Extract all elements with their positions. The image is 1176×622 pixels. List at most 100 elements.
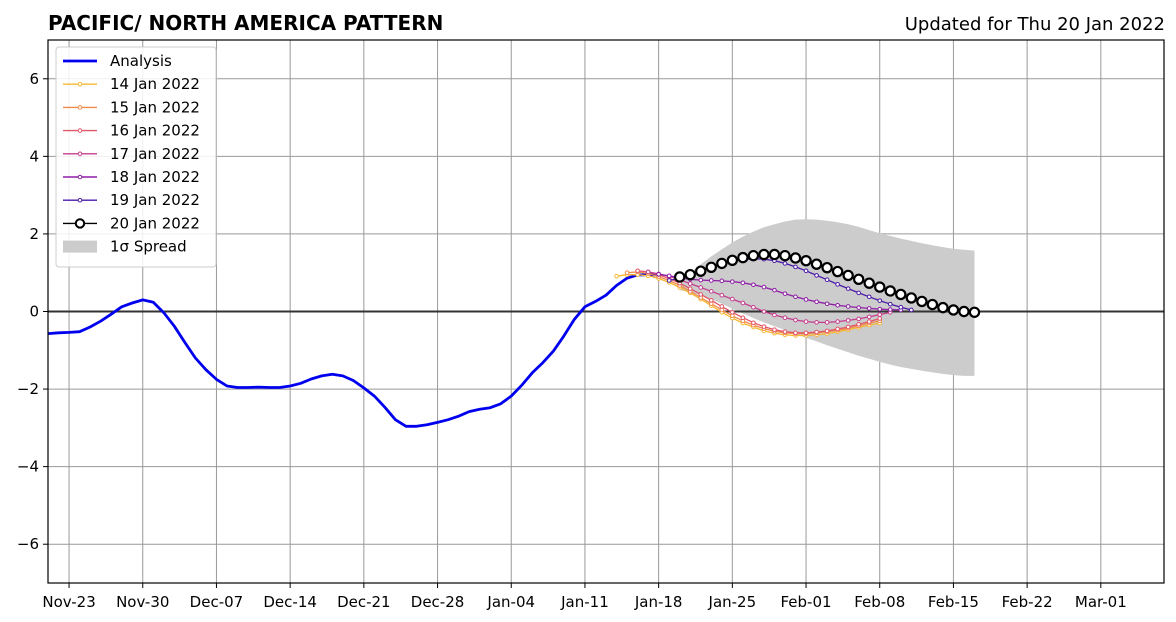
- forecast-point: [656, 271, 661, 277]
- forecast-point: [782, 261, 788, 266]
- legend-label: 16 Jan 2022: [110, 122, 200, 140]
- forecast-point: [719, 292, 725, 298]
- spread-band: [679, 219, 975, 376]
- y-axis-ticks: −6 −4 −2 0 2 4 6: [17, 70, 48, 553]
- forecast-point: [782, 315, 788, 321]
- forecast-point: [793, 317, 798, 323]
- analysis-series: [47, 273, 659, 428]
- x-tick-label: Dec-28: [411, 593, 465, 611]
- forecast-point: [779, 249, 791, 262]
- forecast-point: [814, 273, 819, 278]
- forecast-point: [698, 285, 704, 290]
- y-tick-label: 6: [29, 70, 39, 88]
- forecast-point: [730, 279, 735, 284]
- forecast-point: [740, 280, 746, 286]
- forecast-point: [887, 301, 893, 307]
- forecast-point: [866, 294, 872, 300]
- forecast-point: [708, 289, 714, 294]
- chart-title: PACIFIC/ NORTH AMERICA PATTERN: [48, 11, 443, 35]
- legend-swatch-marker: [77, 197, 83, 203]
- spread-area: [679, 219, 975, 376]
- x-tick-label: Feb-15: [928, 593, 979, 611]
- legend-label: 17 Jan 2022: [110, 145, 200, 163]
- y-tick-label: −6: [17, 535, 39, 553]
- legend-swatch-marker: [77, 128, 83, 133]
- forecast-point: [698, 292, 704, 297]
- forecast-series: [614, 248, 981, 338]
- forecast-point: [895, 288, 907, 301]
- forecast-point: [824, 277, 830, 282]
- forecast-point: [866, 306, 872, 311]
- legend-label: 15 Jan 2022: [110, 98, 200, 116]
- forecast-point: [635, 268, 640, 274]
- analysis-line: [47, 273, 659, 428]
- forecast-point: [645, 269, 651, 275]
- forecast-point: [761, 309, 767, 314]
- legend-label: 14 Jan 2022: [110, 75, 200, 93]
- legend-swatch-marker: [77, 151, 83, 157]
- x-tick-label: Dec-14: [263, 593, 317, 611]
- x-tick-label: Jan-25: [708, 593, 757, 611]
- forecast-point: [761, 284, 767, 290]
- forecast-point: [687, 281, 693, 286]
- forecast-point: [877, 306, 883, 312]
- forecast-point: [810, 258, 823, 270]
- forecast-point: [835, 302, 840, 308]
- forecast-point: [852, 273, 865, 286]
- forecast-point: [887, 307, 893, 312]
- y-tick-label: 0: [29, 303, 39, 321]
- forecast-point: [705, 261, 717, 273]
- forecast-point: [740, 300, 746, 306]
- forecast-point: [803, 297, 809, 302]
- forecast-point: [716, 257, 728, 270]
- x-tick-label: Nov-23: [42, 593, 95, 611]
- x-tick-label: Dec-07: [190, 593, 244, 611]
- forecast-point: [874, 281, 886, 293]
- forecast-point: [614, 273, 619, 279]
- forecast-point: [856, 321, 861, 327]
- x-tick-label: Feb-01: [781, 593, 832, 611]
- forecast-point: [751, 304, 756, 310]
- legend-box: [55, 46, 217, 268]
- forecast-point: [793, 294, 798, 300]
- forecast-point: [719, 278, 725, 284]
- forecast-point: [958, 305, 970, 318]
- forecast-point: [772, 312, 777, 318]
- legend-label: 20 Jan 2022: [110, 214, 200, 232]
- forecast-point: [884, 285, 896, 297]
- forecast-point: [877, 316, 883, 321]
- forecast-point: [866, 319, 872, 324]
- forecast-point: [905, 292, 918, 304]
- forecast-point: [814, 329, 819, 335]
- forecast-point: [789, 252, 802, 264]
- forecast-point: [845, 324, 851, 330]
- x-tick-label: Jan-04: [486, 593, 535, 611]
- forecast-point: [695, 265, 707, 277]
- forecast-point: [814, 320, 819, 325]
- legend-label: Analysis: [110, 52, 172, 70]
- forecast-point: [800, 254, 812, 267]
- legend-swatch-marker: [74, 218, 86, 229]
- x-tick-label: Mar-01: [1075, 593, 1127, 611]
- updated-label: Updated for Thu 20 Jan 2022: [905, 14, 1165, 35]
- forecast-16-jan-2022: [635, 268, 883, 336]
- y-tick-label: −2: [17, 380, 39, 398]
- forecast-point: [772, 287, 777, 293]
- x-tick-label: Jan-11: [560, 593, 609, 611]
- x-tick-label: Feb-08: [854, 593, 905, 611]
- y-tick-label: 4: [29, 147, 39, 165]
- forecast-point: [835, 319, 840, 324]
- forecast-point: [768, 248, 781, 261]
- forecast-point: [856, 305, 861, 310]
- legend: Analysis 14 Jan 2022 15 Jan 2022 16 Jan 202…: [55, 46, 217, 268]
- forecast-point: [845, 286, 851, 291]
- forecast-point: [835, 326, 840, 332]
- forecast-point: [926, 298, 939, 311]
- forecast-point: [842, 269, 854, 282]
- forecast-point: [666, 273, 672, 279]
- forecast-point: [814, 299, 819, 305]
- forecast-point: [947, 304, 960, 316]
- forecast-point: [684, 268, 696, 281]
- forecast-point: [740, 315, 746, 321]
